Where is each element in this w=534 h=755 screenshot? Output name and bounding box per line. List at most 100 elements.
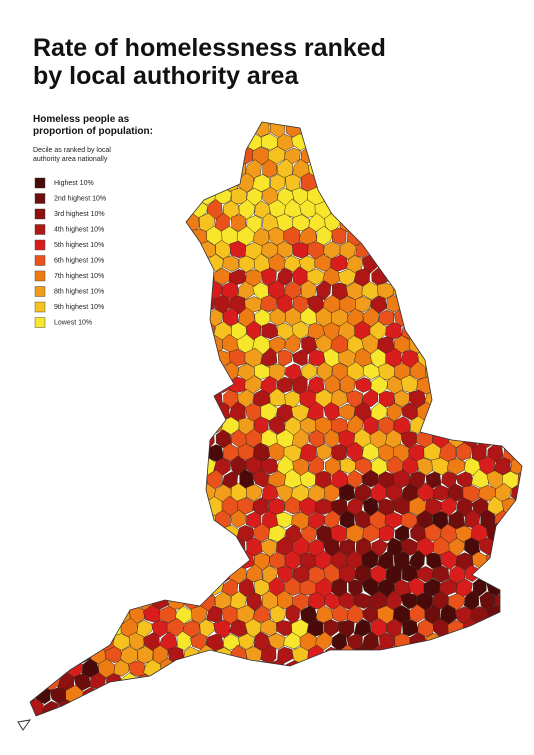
region: [175, 388, 192, 407]
region: [441, 361, 458, 382]
region: [440, 227, 458, 246]
region: [152, 240, 168, 259]
region: [362, 524, 380, 543]
region: [285, 604, 300, 626]
region: [447, 122, 465, 125]
region: [330, 660, 349, 679]
region: [353, 214, 373, 232]
region: [463, 321, 482, 342]
region: [440, 687, 458, 706]
region: [307, 455, 325, 476]
region: [408, 253, 428, 272]
region: [456, 684, 474, 705]
region: [30, 458, 44, 476]
region: [487, 198, 503, 219]
legend-label: 7th highest 10%: [54, 273, 104, 280]
region: [106, 349, 121, 367]
region: [30, 227, 38, 247]
region: [50, 417, 69, 435]
region: [448, 186, 466, 207]
region: [150, 159, 169, 179]
region: [73, 456, 92, 476]
region: [495, 296, 511, 315]
region: [120, 591, 139, 611]
region: [135, 266, 153, 287]
region: [174, 577, 192, 599]
region: [214, 122, 233, 124]
region: [525, 593, 534, 609]
region: [519, 443, 522, 462]
region: [121, 294, 137, 314]
region: [371, 185, 387, 207]
region: [167, 347, 185, 367]
region: [425, 471, 442, 489]
region: [268, 712, 287, 716]
region: [81, 551, 100, 571]
region: [316, 361, 333, 382]
region: [143, 388, 162, 409]
region: [151, 428, 168, 450]
region: [424, 308, 443, 326]
region: [198, 267, 216, 285]
region: [58, 699, 76, 716]
legend-label: 4th highest 10%: [54, 226, 104, 233]
region: [73, 536, 92, 556]
region: [447, 267, 466, 287]
region: [30, 497, 38, 516]
region: [30, 605, 37, 625]
region: [113, 335, 131, 355]
region: [65, 360, 84, 380]
region: [260, 347, 278, 367]
region: [113, 552, 130, 571]
region: [509, 402, 522, 422]
region: [431, 294, 450, 313]
region: [159, 282, 176, 300]
region: [455, 389, 473, 409]
region: [197, 348, 216, 368]
region: [409, 309, 427, 328]
region: [470, 282, 489, 300]
region: [424, 144, 443, 165]
region: [135, 295, 153, 313]
region: [338, 122, 356, 125]
region: [206, 578, 224, 596]
region: [143, 281, 161, 299]
region: [190, 416, 209, 434]
region: [145, 524, 162, 543]
region: [503, 225, 520, 247]
region: [324, 509, 341, 529]
region: [354, 700, 372, 716]
region: [322, 122, 341, 125]
region: [501, 336, 521, 356]
region: [36, 497, 52, 518]
region: [526, 322, 534, 341]
region: [160, 171, 178, 194]
region: [252, 714, 271, 716]
region: [89, 536, 107, 556]
region: [526, 701, 534, 717]
region: [394, 525, 410, 543]
region: [81, 362, 98, 381]
region: [362, 227, 380, 245]
region: [353, 673, 372, 691]
region: [517, 254, 522, 272]
region: [511, 673, 522, 691]
region: [158, 442, 177, 462]
region: [518, 685, 522, 705]
region: [345, 658, 365, 679]
region: [127, 198, 146, 219]
region: [386, 268, 403, 287]
region: [42, 617, 60, 639]
region: [315, 147, 331, 166]
region: [143, 361, 162, 382]
region: [486, 146, 505, 166]
region: [150, 293, 169, 315]
region: [127, 308, 144, 328]
region: [455, 309, 473, 328]
region: [12, 132, 27, 150]
region: [127, 578, 147, 597]
region: [174, 307, 193, 329]
region: [97, 387, 116, 408]
region: [221, 711, 240, 716]
region: [509, 375, 522, 394]
